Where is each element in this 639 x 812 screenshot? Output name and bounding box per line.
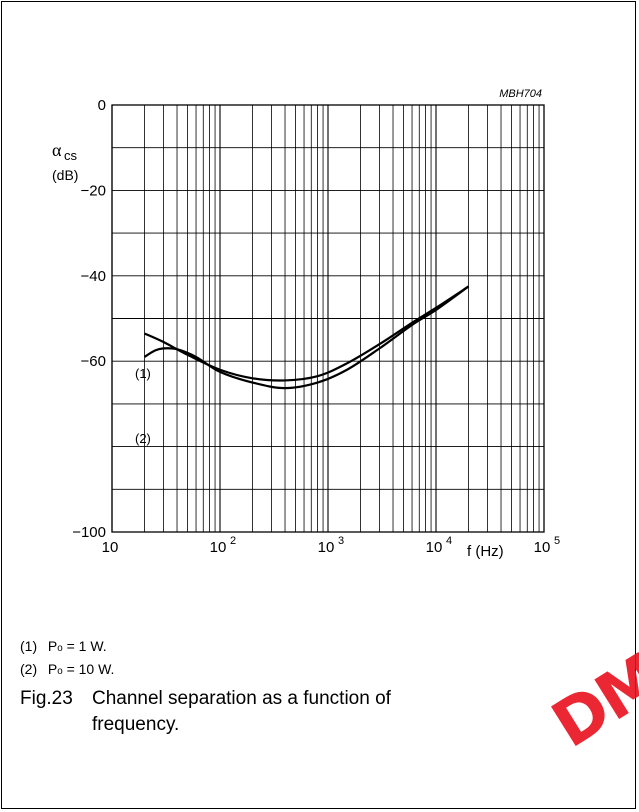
x-axis-label: f (Hz) — [467, 543, 504, 560]
figure-caption: Fig.23 Channel separation as a function o… — [20, 686, 391, 738]
x-tick-label: 10 — [210, 539, 227, 556]
y-tick-label: 0 — [98, 97, 106, 114]
figure-code: MBH704 — [499, 88, 542, 100]
caption-line2: frequency. — [92, 714, 180, 735]
y-tick-label: −100 — [72, 524, 106, 541]
legend-num-1: (1) — [20, 638, 38, 654]
legend-text-1: = 1 W. — [62, 638, 107, 654]
x-tick-exponent: 3 — [338, 535, 344, 547]
x-tick-exponent: 5 — [554, 535, 560, 547]
series-2-label: (2) — [135, 431, 151, 446]
caption-figno: Fig.23 — [20, 688, 73, 709]
x-tick-exponent: 2 — [230, 535, 236, 547]
legend-p-2: P — [47, 661, 58, 677]
caption-line1: Channel separation as a function of — [92, 688, 391, 709]
y-tick-label: −40 — [81, 268, 106, 285]
legend-sub-1: o — [57, 643, 63, 654]
axes — [111, 104, 545, 533]
y-axis-symbol: α — [52, 140, 62, 160]
legend-item-1: (1) Po = 1 W. — [20, 638, 107, 654]
x-tick-label: 10 — [102, 539, 119, 556]
legend-num-2: (2) — [20, 661, 38, 677]
x-tick-label: 10 — [426, 539, 443, 556]
legend-sub-2: o — [57, 666, 63, 677]
curves — [143, 285, 470, 390]
x-tick-label: 10 — [318, 539, 335, 556]
legend-p-1: P — [47, 638, 58, 654]
series-1-label: (1) — [135, 366, 151, 381]
legend-text-2: = 10 W. — [62, 661, 115, 677]
y-tick-label: −60 — [81, 353, 106, 370]
series-2-line — [143, 285, 470, 390]
x-tick-label: 10 — [534, 539, 551, 556]
y-axis-unit: (dB) — [52, 167, 78, 183]
series-1-line — [144, 285, 470, 382]
x-tick-exponent: 4 — [446, 535, 452, 547]
y-axis-subscript: cs — [64, 148, 78, 163]
y-tick-label: −20 — [81, 182, 106, 199]
grid — [111, 104, 544, 533]
legend-item-2: (2) Po = 10 W. — [20, 661, 114, 677]
plot-border — [111, 104, 545, 533]
